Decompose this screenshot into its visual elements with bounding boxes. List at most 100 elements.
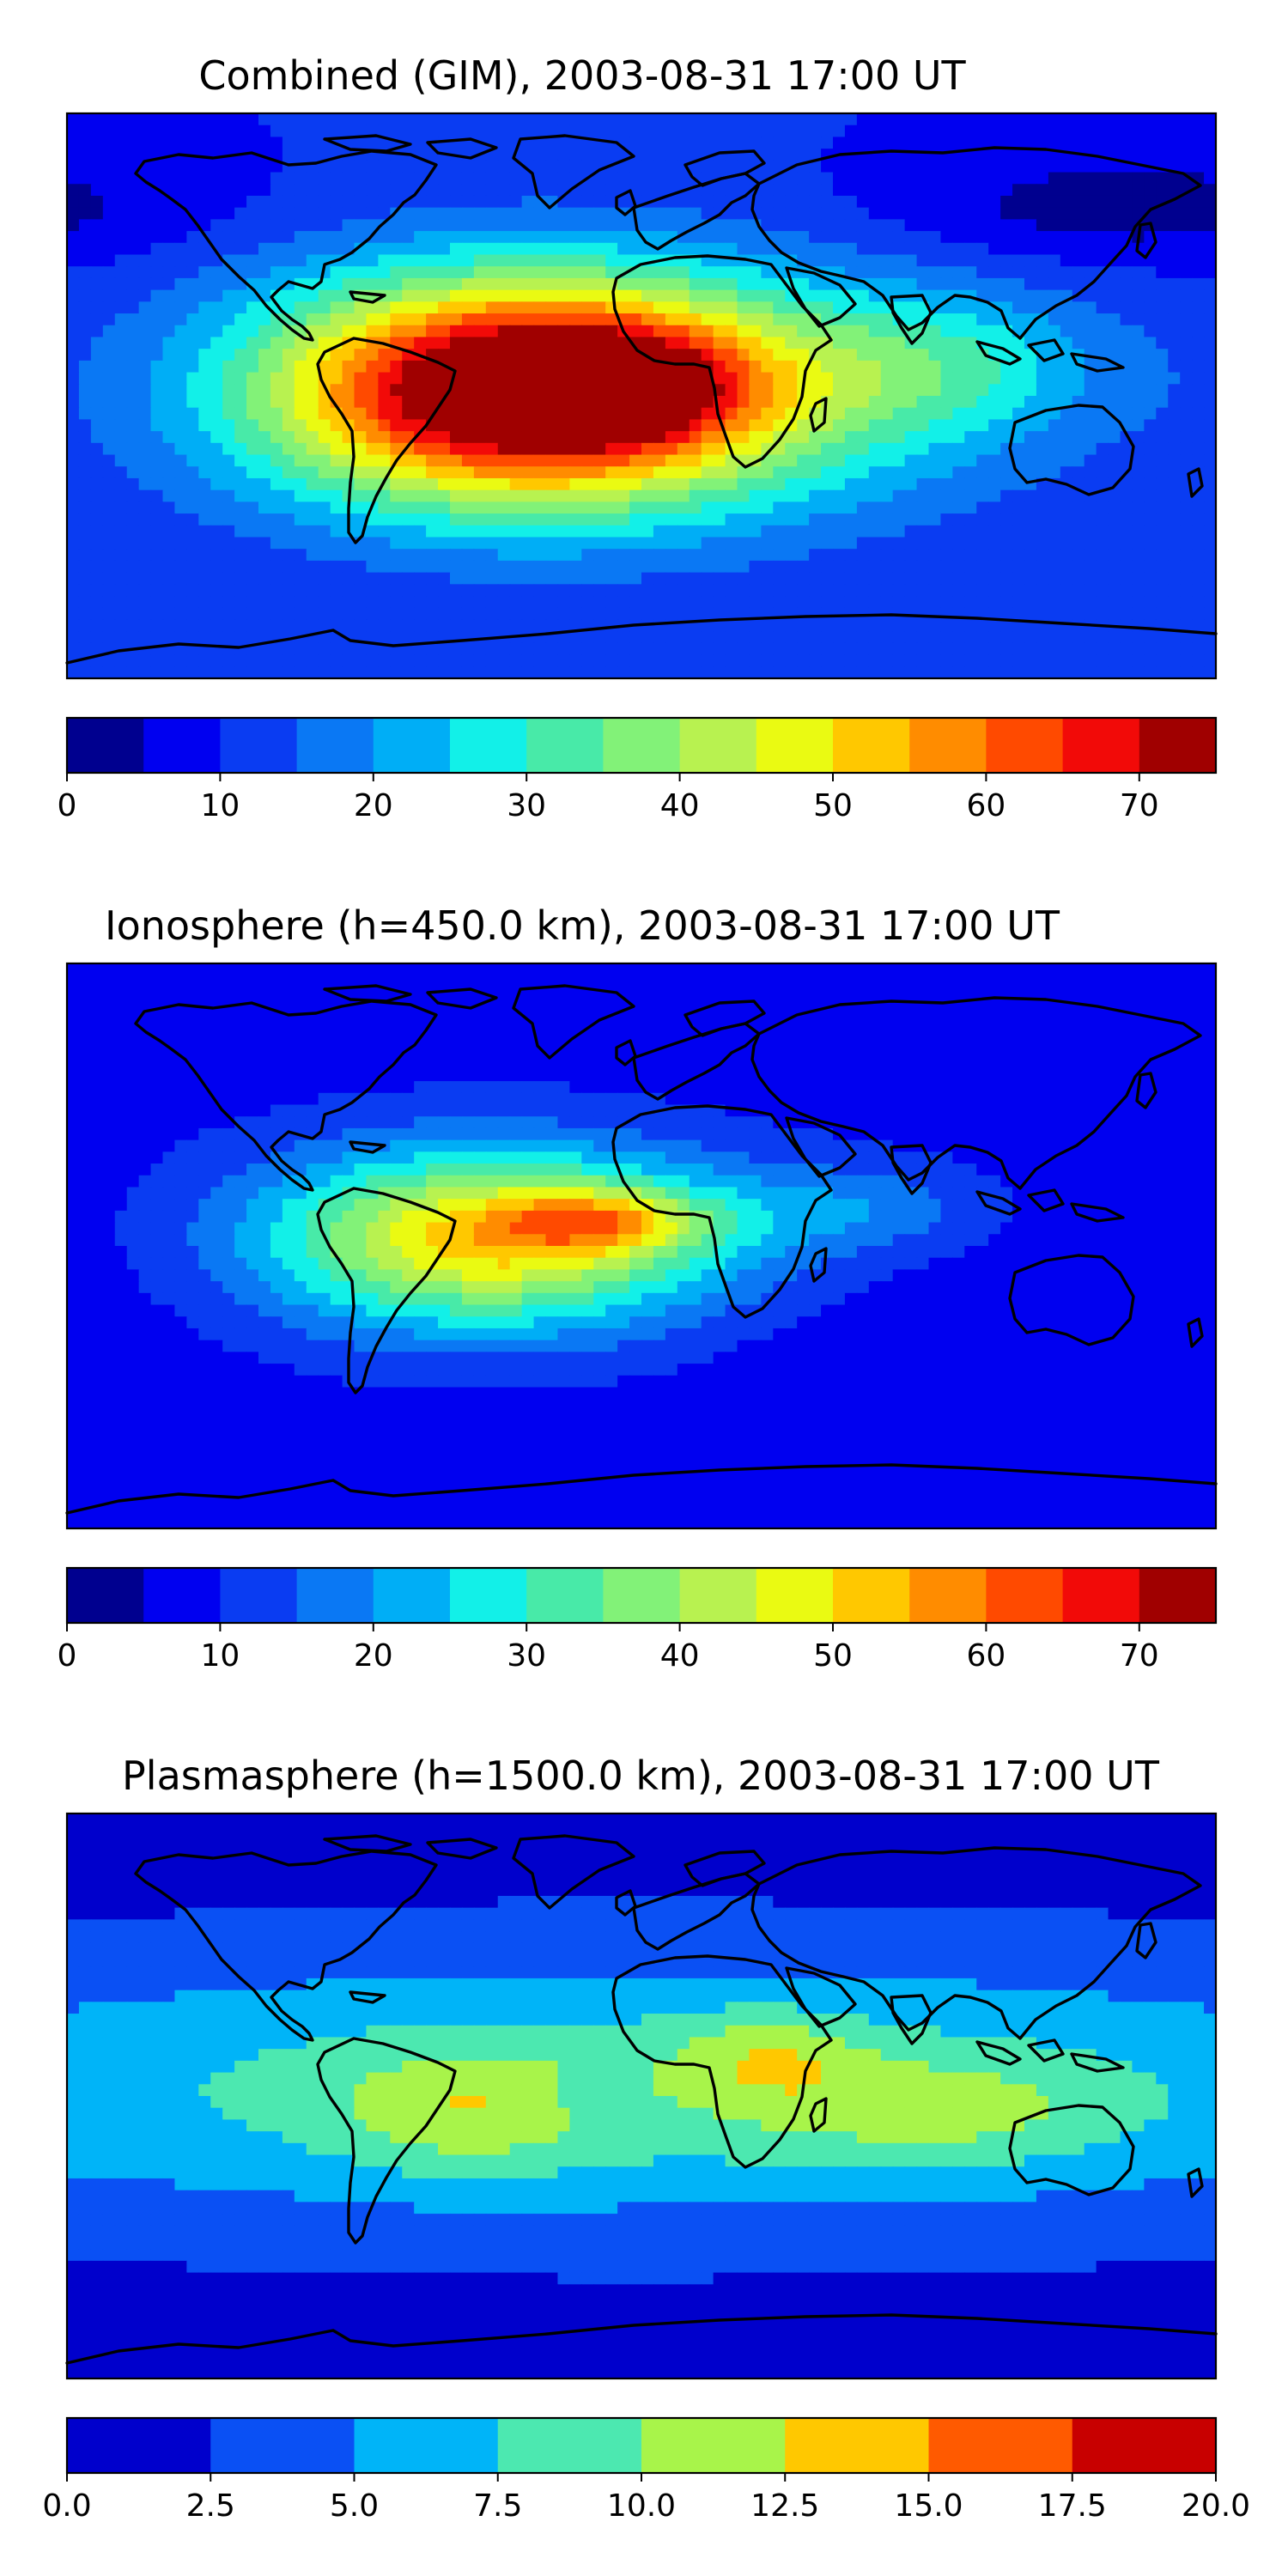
field-cell xyxy=(78,642,92,656)
field-cell xyxy=(833,572,846,585)
field-cell xyxy=(593,219,606,232)
field-cell xyxy=(904,125,918,138)
field-cell xyxy=(473,396,487,409)
field-cell xyxy=(641,184,654,197)
field-cell xyxy=(234,631,247,644)
field-cell xyxy=(593,301,606,314)
field-cell xyxy=(222,137,235,149)
field-cell xyxy=(689,584,702,597)
field-cell xyxy=(186,525,199,538)
field-cell xyxy=(1168,384,1181,397)
field-cell xyxy=(1180,219,1193,232)
field-cell xyxy=(1132,537,1145,550)
field-cell xyxy=(1120,642,1133,656)
field-cell xyxy=(677,360,690,374)
field-cell xyxy=(174,537,187,550)
field-cell xyxy=(473,477,487,491)
field-cell xyxy=(785,489,798,502)
field-cell xyxy=(78,242,92,256)
field-cell xyxy=(785,525,798,538)
field-cell xyxy=(438,537,451,550)
field-cell xyxy=(234,987,247,999)
field-cell xyxy=(90,301,104,314)
field-cell xyxy=(78,525,92,538)
field-cell xyxy=(581,525,594,538)
field-cell xyxy=(1072,407,1085,421)
field-cell xyxy=(868,431,882,444)
field-cell xyxy=(557,963,570,976)
field-cell xyxy=(1024,266,1037,279)
field-cell xyxy=(605,501,618,514)
field-cell xyxy=(378,607,391,621)
field-cell xyxy=(1156,313,1169,326)
field-cell xyxy=(689,349,702,361)
field-cell xyxy=(605,419,618,432)
field-cell xyxy=(856,337,870,349)
field-cell xyxy=(1168,149,1181,161)
field-cell xyxy=(78,572,92,585)
field-cell xyxy=(892,301,906,314)
field-cell xyxy=(1084,631,1097,644)
field-cell xyxy=(1120,596,1133,609)
field-cell xyxy=(485,349,499,361)
field-cell xyxy=(1096,596,1109,609)
field-cell xyxy=(533,113,547,126)
field-cell xyxy=(677,207,690,220)
field-cell xyxy=(126,999,140,1012)
field-cell xyxy=(102,963,116,976)
field-cell xyxy=(521,313,535,326)
field-cell xyxy=(581,289,594,302)
field-cell xyxy=(67,537,80,550)
field-cell xyxy=(880,360,894,374)
field-cell xyxy=(258,384,271,397)
field-cell xyxy=(150,431,164,444)
field-cell xyxy=(677,999,690,1012)
field-cell xyxy=(150,489,164,502)
field-cell xyxy=(390,242,403,256)
field-cell xyxy=(1060,642,1073,656)
field-cell xyxy=(1144,419,1157,432)
field-cell xyxy=(581,549,594,562)
field-cell xyxy=(821,987,834,999)
field-cell xyxy=(186,231,199,244)
field-cell xyxy=(533,325,547,338)
field-cell xyxy=(390,396,403,409)
field-cell xyxy=(246,666,259,679)
field-cell xyxy=(258,525,271,538)
field-cell xyxy=(988,149,1001,161)
field-cell xyxy=(1156,419,1169,432)
colorbar-segment xyxy=(909,718,987,773)
field-cell xyxy=(90,525,104,538)
field-cell xyxy=(198,501,211,514)
field-cell xyxy=(1000,477,1013,491)
field-cell xyxy=(785,301,798,314)
field-cell xyxy=(114,384,128,397)
field-cell xyxy=(90,466,104,479)
field-cell xyxy=(282,537,295,550)
field-cell xyxy=(1144,372,1157,385)
field-cell xyxy=(318,431,331,444)
field-cell xyxy=(1060,619,1073,632)
field-cell xyxy=(234,137,247,149)
field-cell xyxy=(1036,975,1049,988)
field-cell xyxy=(1036,489,1049,502)
field-cell xyxy=(641,666,654,679)
field-cell xyxy=(725,619,738,632)
field-cell xyxy=(450,501,463,514)
field-cell xyxy=(1096,254,1109,267)
field-cell xyxy=(653,537,666,550)
field-cell xyxy=(1012,631,1025,644)
field-cell xyxy=(833,975,846,988)
field-cell xyxy=(426,396,439,409)
field-cell xyxy=(198,325,211,338)
field-cell xyxy=(868,513,882,526)
field-cell xyxy=(438,301,451,314)
colorbar-tick-label: 40 xyxy=(660,788,700,823)
field-cell xyxy=(952,631,965,644)
field-cell xyxy=(521,537,535,550)
field-cell xyxy=(797,666,810,679)
field-cell xyxy=(833,113,846,126)
field-cell xyxy=(402,666,415,679)
field-cell xyxy=(545,289,559,302)
field-cell xyxy=(892,666,906,679)
